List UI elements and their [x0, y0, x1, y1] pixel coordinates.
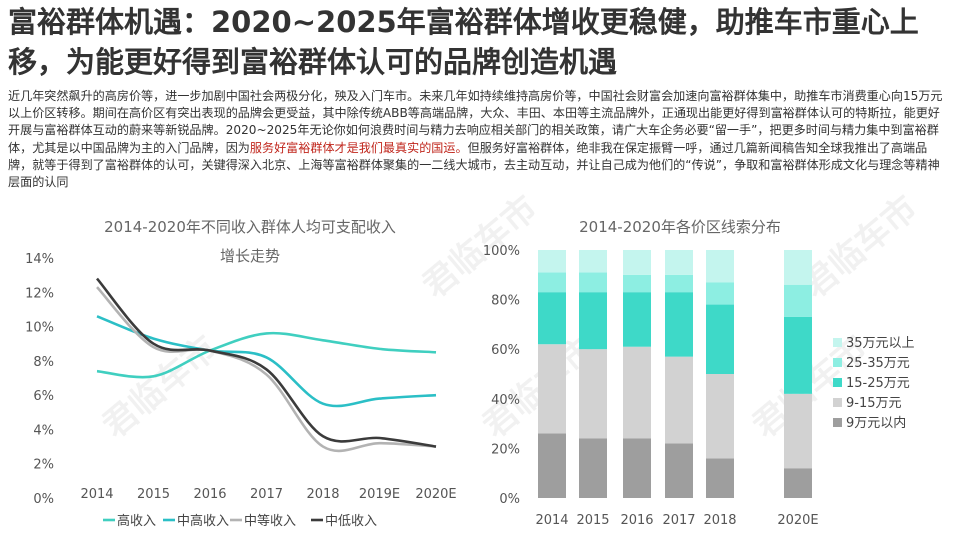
x-tick-label: 2016: [620, 513, 653, 528]
body-text-part1: 近几年突然飙升的高房价等，进一步加剧中国社会两极分化，殃及入门车市。未来几年如持…: [8, 89, 943, 155]
bar-segment-2014-35万元以上: [538, 250, 566, 273]
line-chart: 0% 2% 4% 6% 8% 10% 12% 14% 2014 2015 2016 2017 2018 2…: [25, 252, 457, 529]
bar-segment-2016-9-15万元: [623, 346, 651, 439]
stacked-bar-chart: 0% 20% 40% 60% 80% 100% 2014 2015 2016 2017 2018 20…: [483, 244, 915, 528]
legend-swatch: [833, 358, 842, 367]
bar-segment-2018-9万元以内: [706, 458, 734, 498]
line-chart-title-line2: 增长走势: [219, 247, 280, 265]
bar-segment-2016-15-25万元: [623, 292, 651, 347]
bar-segment-2018-35万元以上: [706, 250, 734, 283]
page-title: 富裕群体机遇：2020~2025年富裕群体增收更稳健，助推车市重心上移，为能更好…: [8, 5, 919, 79]
bar-segment-2015-9-15万元: [579, 349, 607, 439]
x-tick-label: 2015: [137, 487, 170, 502]
bar-segment-2017-15-25万元: [665, 292, 693, 357]
bar-segment-2017-9万元以内: [665, 443, 693, 498]
y-tick-label: 2%: [33, 458, 54, 473]
bar-chart-title: 2014-2020年各价区线索分布: [579, 218, 781, 236]
y-tick-label: 80%: [491, 294, 520, 309]
x-tick-label: 2015: [576, 513, 609, 528]
bar-segment-2014-9-15万元: [538, 344, 566, 434]
body-paragraph: 近几年突然飙升的高房价等，进一步加剧中国社会两极分化，殃及入门车市。未来几年如持…: [8, 88, 948, 191]
bar-segment-2020E-9万元以内: [784, 468, 812, 498]
x-tick-label: 2018: [306, 487, 339, 502]
x-tick-label: 2019E: [359, 487, 400, 502]
bar-segment-2017-25-35万元: [665, 274, 693, 293]
bar-segment-2016-25-35万元: [623, 274, 651, 293]
bar-segment-2015-25-35万元: [579, 272, 607, 293]
bar-segment-2017-35万元以上: [665, 250, 693, 275]
legend-label: 高收入: [117, 513, 156, 529]
bar-segment-2020E-15-25万元: [784, 316, 812, 394]
bar-segment-2014-9万元以内: [538, 433, 566, 498]
legend-label: 9万元以内: [846, 415, 906, 431]
bar-segment-2015-15-25万元: [579, 292, 607, 350]
legend-swatch: [833, 338, 842, 347]
legend-label: 25-35万元: [846, 356, 910, 371]
line-chart-title-line1: 2014-2020年不同收入群体人均可支配收入: [104, 218, 396, 236]
legend-label: 9-15万元: [846, 396, 902, 411]
x-tick-label: 2016: [193, 487, 226, 502]
legend-label: 中等收入: [244, 513, 296, 529]
bar-segment-2018-9-15万元: [706, 374, 734, 459]
y-tick-label: 0%: [499, 492, 520, 507]
series-line-中低收入: [96, 277, 437, 448]
legend-label: 15-25万元: [846, 376, 910, 391]
legend-label: 35万元以上: [846, 336, 915, 351]
y-tick-label: 0%: [33, 492, 54, 507]
body-text-part2: 但服务好富裕群体，绝非我在保定振臂一呼，通过几篇新闻稿告知全球我推出了高端品牌，…: [8, 140, 940, 190]
legend-swatch: [833, 398, 842, 407]
bar-segment-2015-35万元以上: [579, 250, 607, 273]
bar-segment-2016-9万元以内: [623, 438, 651, 498]
bar-segment-2014-25-35万元: [538, 272, 566, 293]
bar-segment-2015-9万元以内: [579, 438, 607, 498]
y-tick-label: 4%: [33, 423, 54, 438]
legend-swatch: [833, 418, 842, 427]
y-tick-label: 6%: [33, 389, 54, 404]
y-tick-label: 10%: [25, 321, 54, 336]
body-highlight: 服务好富裕群体才是我们最真实的国运。: [249, 140, 468, 155]
bar-segment-2020E-25-35万元: [784, 284, 812, 317]
x-tick-label: 2017: [662, 513, 695, 528]
x-tick-label: 2020E: [777, 513, 818, 528]
bar-segment-2017-9-15万元: [665, 356, 693, 444]
bar-segment-2018-15-25万元: [706, 304, 734, 374]
y-tick-label: 8%: [33, 355, 54, 370]
x-tick-label: 2018: [703, 513, 736, 528]
bar-segment-2020E-9-15万元: [784, 393, 812, 469]
y-tick-label: 14%: [25, 252, 54, 267]
series-line-高收入: [96, 331, 437, 379]
legend-label: 中高收入: [177, 513, 229, 529]
bar-segment-2014-15-25万元: [538, 292, 566, 345]
x-tick-label: 2014: [535, 513, 568, 528]
y-tick-label: 12%: [25, 286, 54, 301]
line-chart-title: 2014-2020年不同收入群体人均可支配收入 增长走势: [40, 216, 460, 266]
bar-segment-2018-25-35万元: [706, 282, 734, 305]
y-tick-label: 60%: [491, 343, 520, 358]
y-tick-label: 100%: [483, 244, 520, 259]
y-tick-label: 20%: [491, 442, 520, 457]
legend-label: 中低收入: [325, 514, 377, 529]
x-tick-label: 2017: [250, 487, 283, 502]
series-line-中等收入: [96, 286, 437, 453]
bar-segment-2020E-35万元以上: [784, 250, 812, 285]
y-tick-label: 40%: [491, 393, 520, 408]
x-tick-label: 2020E: [415, 487, 456, 502]
legend-swatch: [833, 378, 842, 387]
x-tick-label: 2014: [80, 487, 113, 502]
series-line-中高收入: [96, 315, 437, 408]
bar-segment-2016-35万元以上: [623, 250, 651, 275]
